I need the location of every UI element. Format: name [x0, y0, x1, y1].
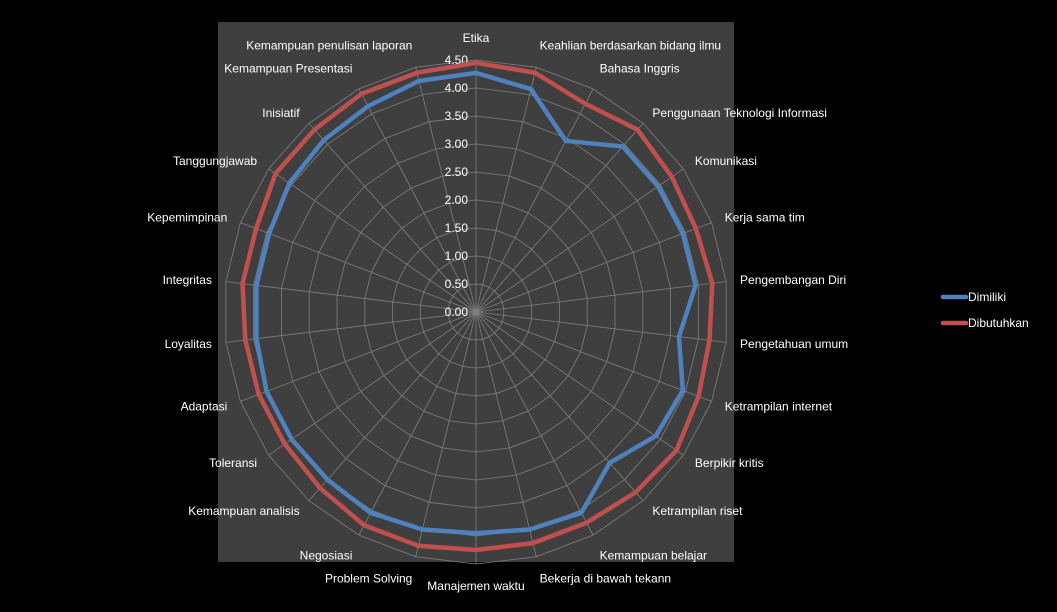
- category-label: Kerja sama tim: [725, 211, 805, 225]
- category-label: Loyalitas: [165, 337, 212, 351]
- grid-spoke: [475, 311, 727, 343]
- grid-spoke: [475, 88, 594, 313]
- tick-label: 4.00: [445, 81, 469, 95]
- tick-label: 3.00: [445, 137, 469, 151]
- category-label: Manajemen waktu: [427, 579, 524, 593]
- series-line-dimiliki: [254, 70, 698, 536]
- legend: Dimiliki Dibutuhkan: [940, 290, 1029, 330]
- category-label: Etika: [463, 31, 490, 45]
- grid-spoke: [225, 311, 477, 343]
- category-label: Kemampuan belajar: [600, 549, 707, 563]
- radar-spokes: [225, 60, 727, 564]
- grid-spoke: [475, 311, 684, 456]
- tick-label: 0.00: [445, 305, 469, 319]
- category-label: Keahlian berdasarkan bidang ilmu: [540, 39, 721, 53]
- category-label: Kemampuan penulisan laporan: [246, 39, 412, 53]
- category-label: Kepemimpinan: [147, 211, 227, 225]
- category-label: Toleransi: [209, 456, 257, 470]
- category-label: Pengembangan Diri: [740, 273, 846, 287]
- category-label: Berpikir kritis: [695, 456, 764, 470]
- grid-spoke: [475, 311, 644, 501]
- grid-spoke: [308, 123, 477, 313]
- tick-label: 3.50: [445, 109, 469, 123]
- grid-spoke: [415, 67, 477, 313]
- grid-spoke: [475, 311, 712, 402]
- series-line-dibutuhkan: [240, 60, 715, 553]
- grid-spoke: [358, 88, 477, 313]
- tick-label: 2.50: [445, 165, 469, 179]
- grid-spoke: [268, 311, 477, 456]
- category-label: Bekerja di bawah tekann: [540, 571, 671, 585]
- radar-series: [240, 60, 715, 553]
- grid-spoke: [475, 311, 537, 557]
- grid-spoke: [358, 311, 477, 536]
- grid-spoke: [308, 311, 477, 501]
- category-label: Penggunaan Teknologi Informasi: [652, 106, 827, 120]
- category-label: Bahasa Inggris: [600, 61, 680, 75]
- category-label: Integritas: [163, 273, 212, 287]
- category-label: Pengetahuan umum: [740, 337, 848, 351]
- tick-label: 0.50: [445, 277, 469, 291]
- legend-entry: Dibutuhkan: [968, 316, 1029, 330]
- grid-spoke: [475, 311, 594, 536]
- grid-spoke: [240, 311, 477, 402]
- grid-spoke: [475, 67, 537, 313]
- grid-spoke: [475, 222, 712, 313]
- grid-spoke: [415, 311, 477, 557]
- category-label: Tanggungjawab: [173, 154, 257, 168]
- legend-entry: Dimiliki: [968, 290, 1006, 304]
- grid-spoke: [225, 281, 477, 313]
- category-label: Ketrampilan riset: [652, 504, 743, 518]
- tick-label: 1.00: [445, 249, 469, 263]
- category-label: Komunikasi: [695, 154, 757, 168]
- category-label: Kemampuan Presentasi: [224, 61, 352, 75]
- radar-tick-labels: 0.000.501.001.502.002.503.003.504.004.50: [445, 53, 469, 319]
- category-label: Negosiasi: [300, 549, 353, 563]
- grid-spoke: [475, 123, 644, 313]
- radar-category-labels: Etika Keahlian berdasarkan bidang ilmu Bah…: [147, 31, 848, 593]
- grid-spoke: [268, 168, 477, 313]
- category-label: Problem Solving: [325, 571, 412, 585]
- category-label: Inisiatif: [262, 106, 300, 120]
- tick-label: 1.50: [445, 221, 469, 235]
- grid-spoke: [475, 168, 684, 313]
- grid-spoke: [475, 281, 727, 313]
- tick-label: 2.00: [445, 193, 469, 207]
- category-label: Adaptasi: [181, 399, 228, 413]
- grid-spoke: [240, 222, 477, 313]
- category-label: Ketrampilan internet: [725, 399, 833, 413]
- category-label: Kemampuan analisis: [188, 504, 299, 518]
